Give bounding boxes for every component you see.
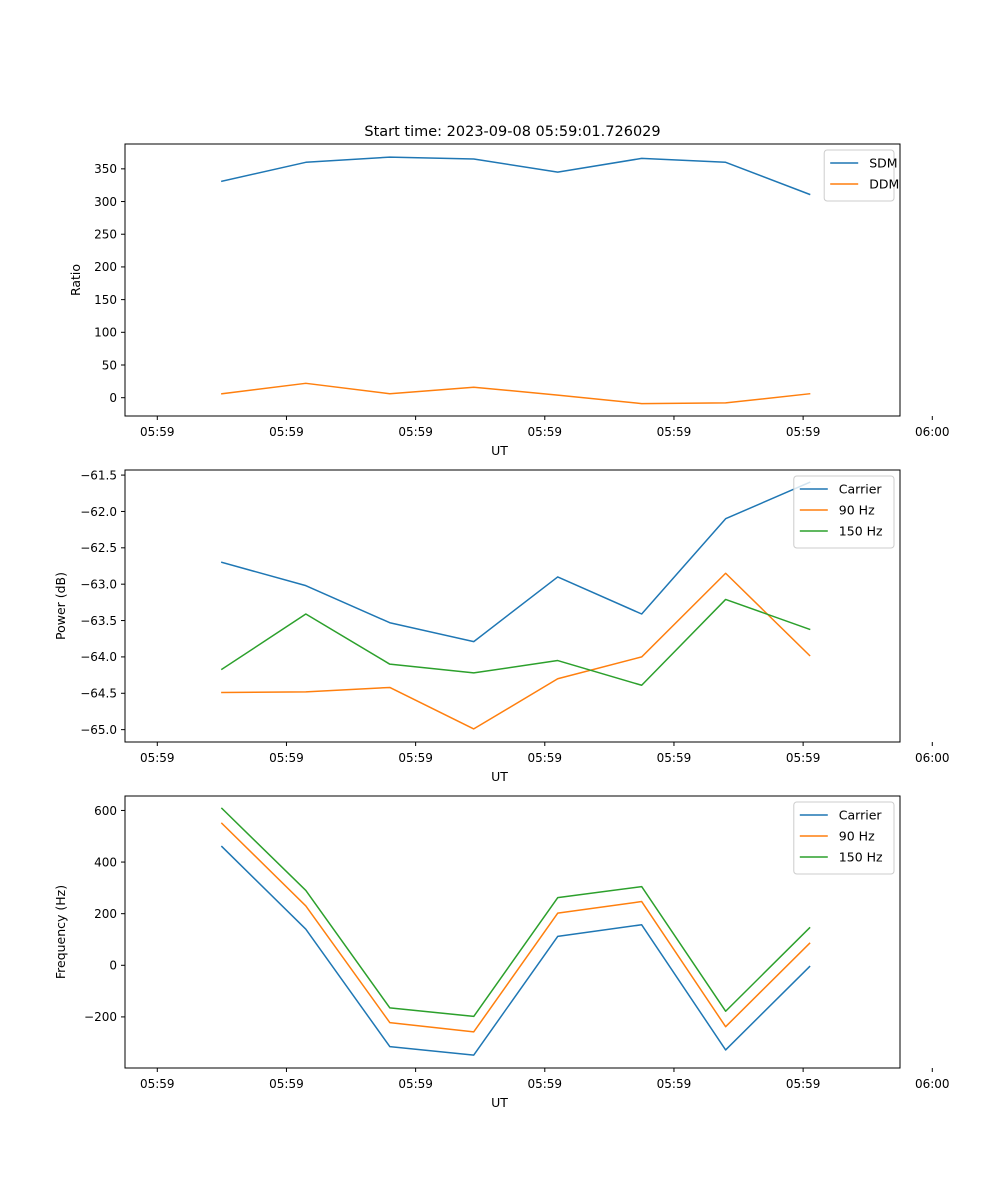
series-line-150-hz [220,598,811,687]
y-tick-label: 600 [94,804,117,818]
x-tick-label: 05:59 [657,425,692,439]
x-tick-label: 05:59 [527,425,562,439]
series-line-carrier [220,481,811,643]
legend-box [793,801,895,875]
x-tick-label: 05:59 [657,751,692,765]
series-line-carrier [220,845,811,1056]
y-axis-label: Frequency (Hz) [53,885,68,979]
chart-title: Start time: 2023-09-08 05:59:01.726029 [364,124,660,140]
y-tick-label: −62.0 [80,505,117,519]
y-tick-label: 150 [94,293,117,307]
x-tick-label: 05:59 [786,751,821,765]
y-tick-label: −64.5 [80,687,117,701]
x-tick-label: 05:59 [398,425,433,439]
panel-3: 05:59 05:59 05:59 05:59 05:59 05:59 06:00 −200 0… [53,795,950,1110]
x-tick-label: 05:59 [786,1077,821,1091]
y-tick-label: −64.0 [80,650,117,664]
y-tick-label: 50 [102,358,117,372]
x-tick-label: 05:59 [398,1077,433,1091]
legend-label: 90 Hz [839,829,875,844]
y-tick-label: −61.5 [80,468,117,482]
x-tick-label: 06:00 [915,751,950,765]
x-tick-label: 06:00 [915,1077,950,1091]
legend-box [793,475,895,549]
panel-2: 05:59 05:59 05:59 05:59 05:59 05:59 06:00 −65.0… [53,468,950,784]
x-tick-label: 05:59 [140,1077,175,1091]
x-tick-label: 05:59 [140,751,175,765]
y-tick-label: 200 [94,907,117,921]
axes-frame [124,469,901,743]
y-axis-label: Ratio [68,264,83,296]
y-tick-label: −63.0 [80,577,117,591]
y-tick-label: 0 [109,391,117,405]
y-tick-label: −200 [84,1010,117,1024]
x-tick-label: 05:59 [269,425,304,439]
panel-1: 05:59 05:59 05:59 05:59 05:59 05:59 06:00 0 50 10… [68,143,950,458]
series-line-sdm [220,156,811,196]
y-tick-label: −65.0 [80,723,117,737]
x-axis-label: UT [491,769,508,784]
x-tick-label: 05:59 [269,751,304,765]
x-tick-label: 05:59 [140,425,175,439]
x-tick-label: 05:59 [527,1077,562,1091]
y-tick-label: 400 [94,855,117,869]
series-line-150-hz [220,807,811,1018]
x-axis-label: UT [491,1095,508,1110]
y-tick-label: 200 [94,260,117,274]
series-line-90-hz [220,822,811,1033]
legend-label: 150 Hz [839,850,883,865]
y-tick-label: 0 [109,959,117,973]
series-line-ddm [221,382,811,405]
y-tick-label: 100 [94,326,117,340]
y-tick-label: 350 [94,162,117,176]
legend: Carrier 90 Hz 150 Hz [793,801,895,875]
legend-label: DDM [869,177,899,192]
x-tick-label: 06:00 [915,425,950,439]
axes-frame [124,795,901,1069]
legend-label: 150 Hz [839,524,883,539]
x-tick-label: 05:59 [527,751,562,765]
y-tick-label: −63.5 [80,614,117,628]
legend: Carrier 90 Hz 150 Hz [793,475,895,549]
legend: SDM DDM [823,149,899,202]
series-line-90-hz [221,572,811,730]
x-tick-label: 05:59 [398,751,433,765]
x-tick-label: 05:59 [786,425,821,439]
legend-label: 90 Hz [839,503,875,518]
legend-label: Carrier [839,808,883,823]
legend-label: Carrier [839,482,883,497]
axes-frame [124,143,901,417]
x-tick-label: 05:59 [657,1077,692,1091]
y-tick-label: −62.5 [80,541,117,555]
legend-label: SDM [869,156,897,171]
x-tick-label: 05:59 [269,1077,304,1091]
y-tick-label: 250 [94,228,117,242]
y-tick-label: 300 [94,195,117,209]
x-axis-label: UT [491,443,508,458]
y-axis-label: Power (dB) [53,572,68,640]
